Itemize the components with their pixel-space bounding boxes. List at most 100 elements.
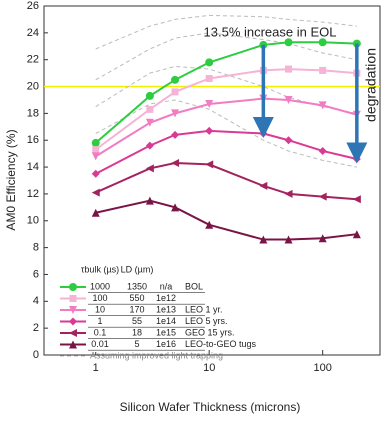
legend: τbulk (µs) LD (µm) 1000 1350 n/a BOL 100 550 1e1… [56,262,257,360]
x-tick-label: 100 [313,362,331,374]
y-tick-label: 22 [27,54,39,66]
marker [69,283,77,291]
legend-label: GEO 15 yrs. [185,327,235,337]
marker [284,38,293,47]
legend-fluence: 1e14 [156,316,176,326]
marker [352,195,361,204]
marker [171,159,180,168]
series-line [95,129,358,175]
marker [318,38,327,47]
y-tick-label: 6 [33,268,39,280]
marker [205,160,214,169]
series-line [95,68,357,151]
legend-fluence: 1e13 [156,304,176,314]
legend-ld: 55 [132,316,142,326]
legend-header: τbulk (µs) [81,264,119,274]
marker [352,155,361,164]
light-trapping-line [95,32,357,81]
y-tick-label: 14 [27,161,39,173]
legend-ld: 1350 [127,281,147,291]
marker [284,136,293,145]
annotation: degradation [363,48,379,122]
marker [69,306,77,314]
y-tick-label: 0 [33,349,39,361]
marker [69,329,77,337]
marker [69,295,77,302]
marker [205,74,213,82]
legend-fluence: 1e16 [156,339,176,349]
y-tick-label: 8 [33,242,39,254]
marker [318,101,327,110]
marker [171,109,180,118]
marker [259,181,268,190]
marker [146,105,154,113]
marker [205,58,214,67]
series-line [95,162,357,201]
legend-label: Assuming improved light trapping [90,350,223,360]
marker [259,129,268,138]
marker [171,203,180,212]
marker [91,188,100,197]
legend-label: LEO 5 yrs. [185,316,228,326]
y-tick-label: 2 [33,322,39,334]
legend-ld: 5 [134,339,139,349]
legend-tau: 100 [92,293,107,303]
marker [91,152,100,161]
x-axis-label: Silicon Wafer Thickness (microns) [120,400,301,414]
marker [352,230,361,239]
marker [145,196,154,205]
y-axis-label: AM0 Efficiency (%) [4,129,18,230]
light-trapping-line [95,14,357,50]
legend-fluence: 1e15 [156,327,176,337]
marker [145,164,154,173]
marker [319,66,327,74]
marker [145,91,154,100]
marker [205,220,214,229]
marker [145,118,154,127]
marker [69,340,77,349]
marker [171,75,180,84]
y-tick-label: 16 [27,134,39,146]
marker [92,146,100,154]
marker [284,189,293,198]
y-tick-label: 10 [27,215,39,227]
marker [318,146,327,155]
marker [91,208,100,217]
legend-label: BOL [185,281,203,291]
marker [284,235,293,244]
light-trapping-line [95,99,357,168]
legend-label: LEO 1 yr. [185,304,223,314]
marker [285,65,293,73]
legend-fluence: 1e12 [156,293,176,303]
y-tick-label: 4 [33,295,39,307]
legend-ld: 550 [129,293,144,303]
legend-box [56,262,206,352]
marker [145,141,154,150]
x-tick-label: 1 [93,362,99,374]
marker [69,317,77,326]
marker [259,235,268,244]
series-line [95,199,357,241]
series-line [95,41,357,144]
marker [205,126,214,135]
legend-label: LEO-to-GEO tugs [185,339,257,349]
marker [171,88,179,96]
legend-header: LD (µm) [121,264,154,274]
marker [318,192,327,201]
plot-frame [43,5,381,356]
legend-ld: 18 [132,327,142,337]
legend-ld: 170 [129,304,144,314]
light-trapping-line [95,65,357,114]
y-tick-label: 20 [27,80,39,92]
legend-tau: 1000 [90,281,110,291]
y-tick-label: 12 [27,188,39,200]
legend-fluence: n/a [160,281,173,291]
series-line [95,97,358,158]
marker [171,130,180,139]
marker [318,234,327,243]
y-tick-label: 26 [27,0,39,12]
y-tick-label: 24 [27,27,39,39]
legend-tau: 0.1 [94,327,107,337]
marker [284,95,293,104]
